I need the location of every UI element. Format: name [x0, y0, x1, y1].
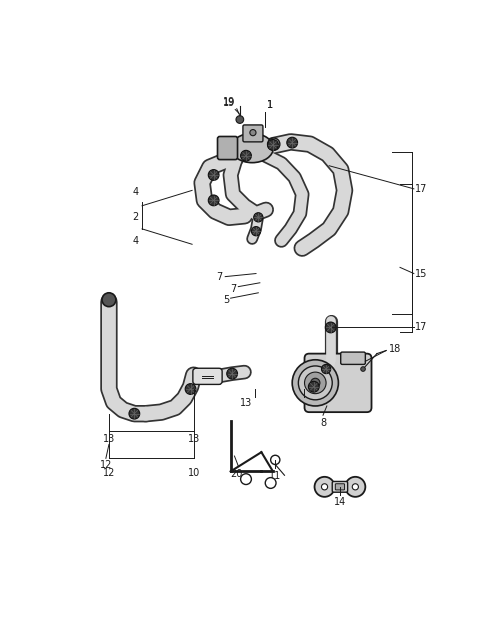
Text: 19: 19 — [223, 98, 235, 108]
Circle shape — [254, 213, 263, 222]
Circle shape — [325, 322, 336, 333]
Circle shape — [185, 384, 196, 394]
Text: 15: 15 — [415, 268, 428, 278]
Circle shape — [240, 150, 252, 161]
Circle shape — [308, 381, 319, 392]
Circle shape — [252, 227, 261, 236]
FancyBboxPatch shape — [332, 482, 348, 492]
Circle shape — [352, 484, 359, 490]
Circle shape — [102, 293, 116, 306]
Text: 7: 7 — [230, 284, 237, 294]
Text: 10: 10 — [188, 467, 200, 477]
FancyBboxPatch shape — [217, 137, 238, 160]
Ellipse shape — [231, 134, 273, 163]
Circle shape — [250, 130, 256, 135]
FancyBboxPatch shape — [243, 125, 263, 142]
Circle shape — [299, 366, 332, 400]
Text: 12: 12 — [103, 467, 115, 477]
Text: 1: 1 — [267, 100, 273, 110]
Circle shape — [236, 115, 244, 124]
Text: 12: 12 — [100, 460, 112, 470]
Circle shape — [287, 137, 298, 148]
Text: 7: 7 — [216, 271, 223, 281]
Circle shape — [322, 484, 328, 490]
Circle shape — [311, 378, 320, 388]
Text: 1: 1 — [267, 100, 273, 110]
FancyBboxPatch shape — [336, 484, 345, 490]
Text: 13: 13 — [103, 434, 115, 444]
Text: 17: 17 — [415, 323, 428, 333]
Text: 2: 2 — [132, 212, 138, 222]
Circle shape — [345, 477, 365, 497]
Text: 19: 19 — [223, 97, 235, 107]
Text: 20: 20 — [230, 469, 243, 479]
Circle shape — [304, 372, 326, 394]
Circle shape — [208, 170, 219, 180]
Circle shape — [227, 368, 238, 379]
Circle shape — [271, 456, 280, 464]
Circle shape — [129, 408, 140, 419]
Circle shape — [292, 360, 338, 406]
Circle shape — [314, 477, 335, 497]
Circle shape — [267, 140, 278, 150]
Text: 5: 5 — [223, 295, 229, 305]
Text: 17: 17 — [415, 184, 428, 194]
Circle shape — [265, 477, 276, 489]
Text: 4: 4 — [132, 187, 138, 197]
Circle shape — [267, 138, 280, 150]
Circle shape — [208, 195, 219, 206]
Text: 18: 18 — [389, 344, 401, 354]
FancyBboxPatch shape — [193, 368, 222, 384]
Circle shape — [361, 367, 365, 371]
Text: 14: 14 — [334, 497, 346, 507]
Text: 8: 8 — [320, 417, 326, 427]
Text: 13: 13 — [308, 398, 320, 408]
Circle shape — [322, 364, 331, 374]
Text: 13: 13 — [240, 398, 252, 408]
FancyBboxPatch shape — [304, 354, 372, 412]
FancyBboxPatch shape — [341, 352, 365, 364]
Text: 11: 11 — [269, 470, 281, 480]
Circle shape — [240, 474, 252, 484]
Text: 13: 13 — [188, 434, 200, 444]
Text: 4: 4 — [132, 236, 138, 246]
